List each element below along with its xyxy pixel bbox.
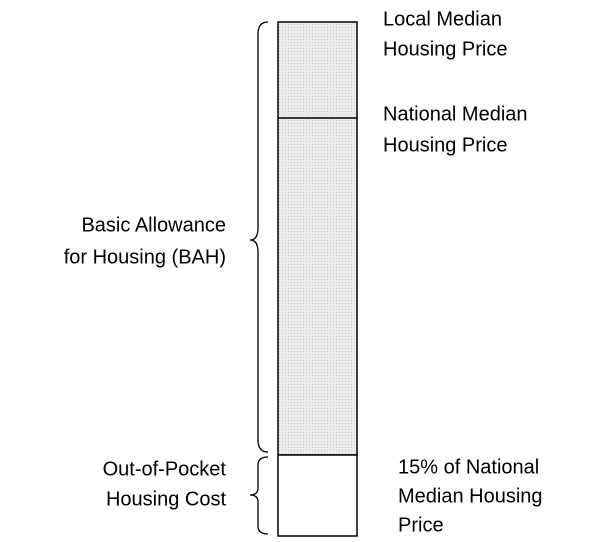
label: 15% of National <box>398 456 539 478</box>
shaded-bar <box>277 21 358 456</box>
label: for Housing (BAH) <box>64 246 226 268</box>
label: Housing Price <box>383 134 508 156</box>
label: Out-of-Pocket <box>103 458 227 480</box>
bah-brace <box>249 21 269 453</box>
label: Housing Price <box>383 38 508 60</box>
label: Housing Cost <box>106 488 227 510</box>
label: Local Median <box>383 8 502 30</box>
label: Price <box>398 514 444 536</box>
oop-brace <box>249 456 269 535</box>
label: National Median <box>383 103 528 125</box>
white-bar <box>277 454 358 537</box>
label: Median Housing <box>398 485 543 507</box>
label: Basic Allowance <box>81 214 226 236</box>
